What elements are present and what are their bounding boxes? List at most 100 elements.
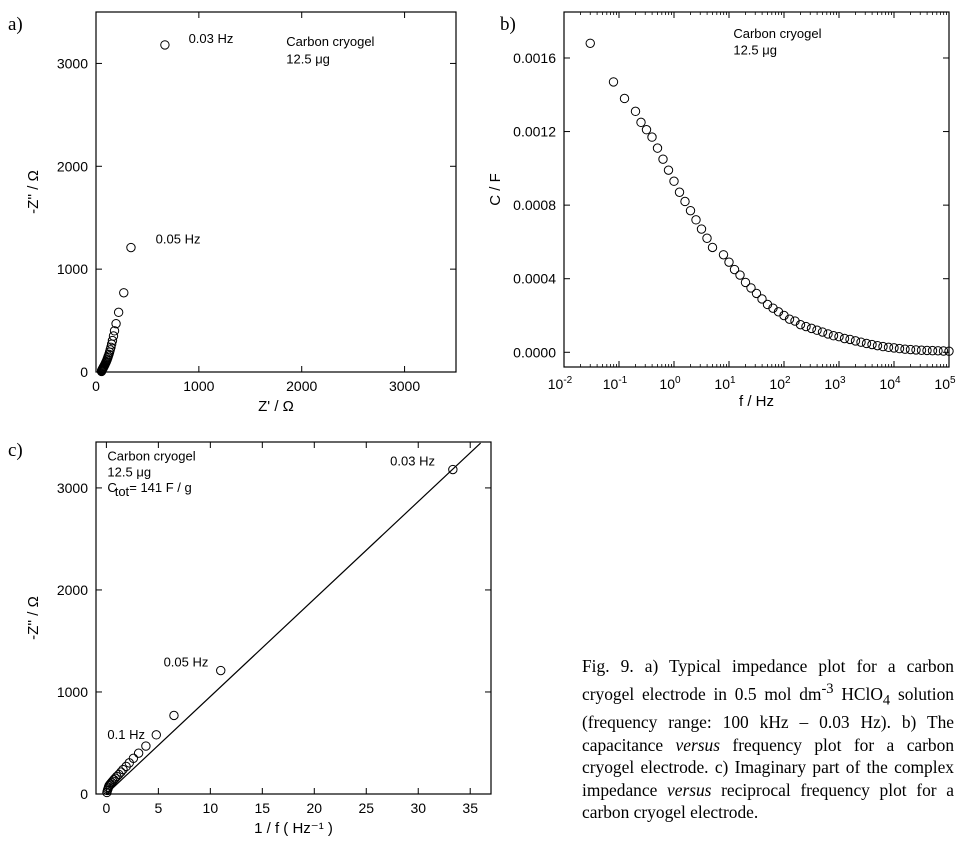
data-point-a bbox=[96, 366, 107, 377]
data-point-b bbox=[658, 154, 668, 164]
y-tick-label-b: 0.0016 bbox=[513, 50, 556, 66]
x-tick-label-b: 105 bbox=[934, 375, 956, 392]
y-tick-label-b: 0.0004 bbox=[513, 271, 556, 287]
x-tick-label-b: 103 bbox=[824, 375, 846, 392]
data-point-c bbox=[133, 748, 144, 758]
data-point-b bbox=[751, 288, 762, 299]
fit-line-c bbox=[105, 442, 482, 795]
annotation-c: = 141 F / g bbox=[129, 480, 192, 495]
caption-part4: frequency plot for a carbon cryogel elec… bbox=[582, 734, 955, 800]
annotation-c: C bbox=[107, 480, 116, 495]
data-point-b bbox=[801, 321, 811, 332]
data-point-b bbox=[872, 340, 883, 351]
data-point-b bbox=[927, 345, 938, 356]
data-point-b bbox=[636, 117, 646, 128]
data-point-b bbox=[746, 283, 756, 293]
data-point-a bbox=[107, 335, 118, 346]
data-point-b bbox=[784, 314, 795, 324]
x-tick-label-c: 35 bbox=[462, 800, 478, 816]
y-axis-label-b: C / F bbox=[487, 173, 504, 206]
x-tick-label-b: 102 bbox=[769, 375, 791, 392]
panel-c-letter: c) bbox=[8, 440, 23, 461]
x-tick-base-b: 10 bbox=[934, 376, 950, 392]
annotation-c: 12.5 μg bbox=[107, 465, 151, 480]
data-point-b bbox=[823, 329, 833, 339]
annotation-a: 12.5 μg bbox=[286, 51, 330, 66]
data-point-b bbox=[850, 336, 861, 346]
data-point-b bbox=[724, 257, 734, 267]
x-tick-exp-b: 1 bbox=[730, 375, 736, 386]
x-tick-label-a: 1000 bbox=[183, 378, 214, 394]
data-point-a bbox=[109, 326, 120, 336]
data-point-c bbox=[169, 710, 179, 721]
data-point-b bbox=[680, 196, 690, 207]
x-tick-exp-b: 2 bbox=[785, 375, 791, 386]
panel-a-chart: a) 0 1000 2000 3000 0 1000 2000 3000 Z' / Ω -Z'' … bbox=[8, 11, 457, 415]
panel-b-chart: b) 10-2 10-1 100 101 102 103 104 1050.00000.000… bbox=[487, 11, 956, 410]
panel-a-letter: a) bbox=[8, 14, 23, 35]
data-point-c bbox=[216, 665, 226, 676]
caption-part3: solution (frequency range: 100 kHz – 0.0… bbox=[582, 683, 954, 755]
x-tick-label-c: 5 bbox=[154, 800, 162, 816]
x-tick-label-b: 104 bbox=[879, 375, 901, 392]
data-point-b bbox=[702, 233, 712, 243]
data-point-b bbox=[674, 187, 685, 197]
y-tick-label-c: 2000 bbox=[57, 582, 88, 598]
data-point-b bbox=[696, 224, 707, 234]
x-tick-label-a: 2000 bbox=[286, 378, 317, 394]
data-point-b bbox=[740, 277, 751, 288]
y-tick-label-b: 0.0008 bbox=[513, 197, 556, 213]
data-point-b bbox=[817, 327, 828, 337]
data-point-b bbox=[619, 93, 630, 104]
plot-frame-a bbox=[95, 11, 457, 373]
x-tick-base-b: 10 bbox=[548, 376, 564, 392]
data-point-b bbox=[806, 323, 817, 334]
data-point-c bbox=[121, 761, 131, 772]
annotation-c: 0.03 Hz bbox=[390, 453, 435, 468]
x-tick-base-b: 10 bbox=[714, 376, 730, 392]
x-tick-exp-b: 5 bbox=[950, 375, 956, 386]
x-tick-label-c: 25 bbox=[358, 800, 374, 816]
data-point-b bbox=[900, 344, 910, 354]
caption-part1: Fig. 9. a) Typical impedance plot for a … bbox=[582, 656, 954, 704]
x-tick-base-b: 10 bbox=[603, 376, 619, 392]
data-point-b bbox=[585, 38, 595, 48]
annotation-a: Carbon cryogel bbox=[286, 34, 374, 49]
data-point-b bbox=[718, 250, 729, 260]
y-tick-label-c: 0 bbox=[80, 786, 88, 802]
x-axis-label-c: 1 / f ( Hz⁻¹ ) bbox=[254, 820, 333, 837]
data-point-b bbox=[916, 345, 927, 355]
data-point-b bbox=[685, 205, 696, 216]
data-point-b bbox=[845, 334, 855, 345]
data-point-b bbox=[828, 331, 839, 341]
data-point-b bbox=[889, 343, 899, 353]
x-tick-label-c: 0 bbox=[102, 800, 110, 816]
data-point-b bbox=[707, 242, 718, 253]
data-point-a bbox=[119, 288, 129, 298]
plot-frame-c bbox=[95, 441, 492, 795]
x-tick-label-b: 100 bbox=[659, 375, 681, 392]
x-tick-label-c: 20 bbox=[307, 800, 323, 816]
caption-em1: versus bbox=[675, 734, 720, 755]
data-point-b bbox=[883, 342, 894, 353]
data-point-a bbox=[111, 318, 121, 329]
annotation-b: 12.5 μg bbox=[733, 42, 777, 57]
x-tick-label-b: 101 bbox=[714, 375, 736, 392]
data-point-b bbox=[812, 325, 822, 335]
annotation-b: Carbon cryogel bbox=[733, 26, 821, 41]
data-point-b bbox=[757, 294, 767, 304]
data-point-b bbox=[647, 132, 657, 142]
x-tick-base-b: 10 bbox=[659, 376, 675, 392]
y-tick-label-a: 1000 bbox=[57, 261, 88, 277]
data-point-c bbox=[124, 758, 134, 768]
annotation-c: 0.05 Hz bbox=[164, 654, 209, 669]
data-point-b bbox=[691, 215, 701, 225]
data-point-b bbox=[905, 344, 916, 355]
x-tick-label-a: 3000 bbox=[389, 378, 420, 394]
y-tick-label-a: 0 bbox=[80, 364, 88, 380]
x-tick-exp-b: 0 bbox=[675, 375, 681, 386]
x-tick-exp-b: 4 bbox=[895, 375, 901, 386]
data-point-b bbox=[922, 345, 932, 356]
data-point-a bbox=[113, 307, 124, 318]
